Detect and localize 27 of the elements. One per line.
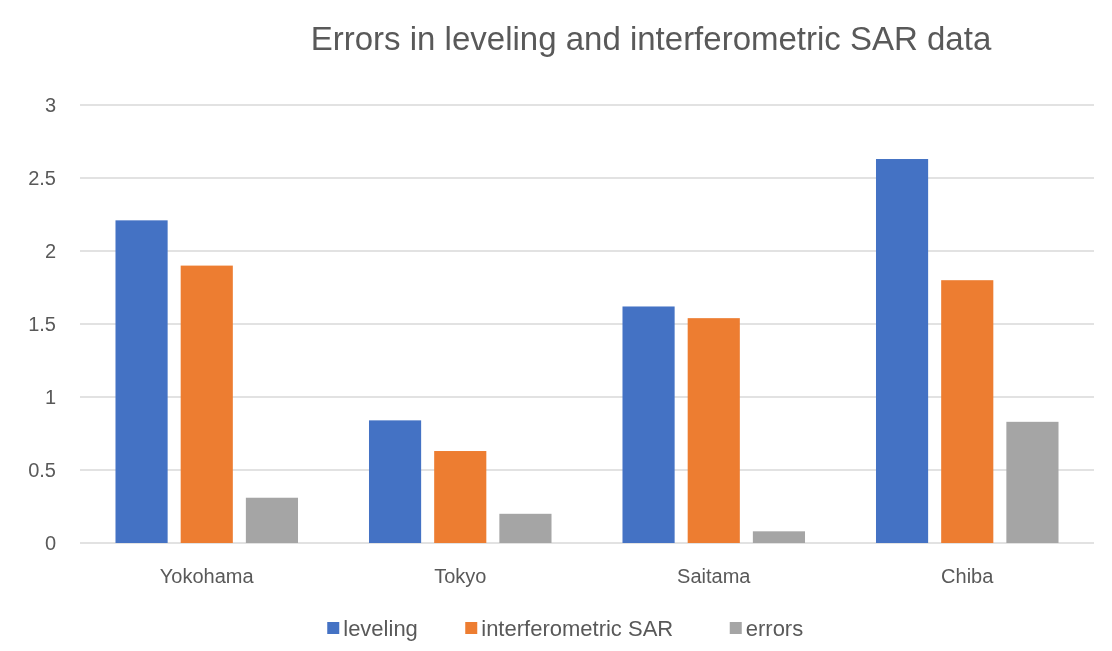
bar [115,220,168,543]
y-tick-label: 1 [44,386,56,408]
x-tick-label: Saitama [677,565,752,587]
bar [622,306,675,543]
y-tick-label: 1.5 [28,313,56,335]
x-tick-label: Tokyo [434,565,487,587]
bar [245,497,299,543]
legend-label: leveling [343,616,418,641]
bar [434,451,487,543]
legend-label: errors [745,616,804,641]
x-tick-label: Yokohama [159,565,255,587]
y-tick-label: 0.5 [28,459,56,481]
x-tick-label: Chiba [941,565,995,587]
y-tick-label: 2 [44,240,56,262]
legend-label: interferometric SAR [481,616,674,641]
chart-title: Errors in leveling and interferometric SAR data [310,20,992,57]
y-tick-label: 0 [44,532,56,554]
bar [180,265,233,543]
y-tick-label: 2.5 [28,167,56,189]
bar [499,513,552,543]
bar [941,280,994,543]
bar [1006,421,1059,543]
bar [752,531,806,543]
bar [875,159,929,543]
bar [687,318,740,543]
bar [368,420,422,543]
y-tick-label: 3 [44,94,56,116]
